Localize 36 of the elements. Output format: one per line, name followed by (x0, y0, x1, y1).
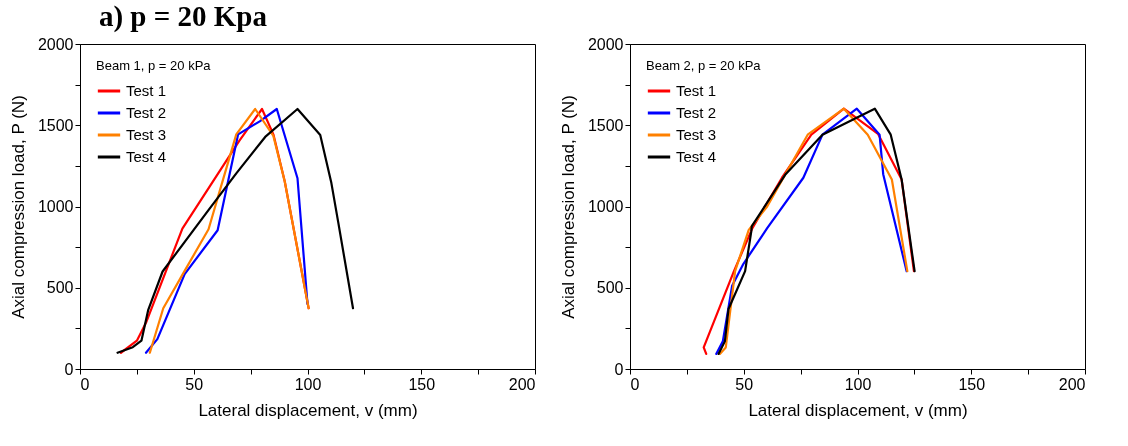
legend-label: Test 2 (676, 104, 717, 121)
x-tick-label: 0 (630, 375, 640, 393)
legend-title: Beam 1, p = 20 kPa (96, 58, 212, 73)
x-axis-title: Lateral displacement, v (mm) (198, 400, 418, 420)
line-series (116, 107, 355, 354)
legend-label: Test 4 (126, 148, 167, 165)
x-tick-label: 0 (80, 375, 90, 393)
x-tick-label: 50 (185, 375, 204, 393)
x-axis-title: Lateral displacement, v (mm) (748, 400, 968, 420)
x-tick-label: 100 (844, 375, 872, 393)
x-tick-label: 200 (1058, 375, 1086, 393)
y-tick-label: 500 (596, 279, 624, 297)
legend-title: Beam 2, p = 20 kPa (646, 58, 762, 73)
legend-label: Test 1 (676, 82, 717, 99)
legend-label: Test 2 (126, 104, 167, 121)
y-axis-title: Axial compression load, P (N) (8, 95, 28, 319)
y-axis-title: Axial compression load, P (N) (558, 95, 578, 319)
y-tick-label: 500 (46, 279, 74, 297)
y-tick-label: 0 (64, 360, 74, 378)
legend-label: Test 3 (676, 126, 717, 143)
x-tick-label: 150 (958, 375, 986, 393)
y-tick-label: 1500 (37, 116, 74, 134)
x-tick-label: 200 (508, 375, 536, 393)
legend-label: Test 4 (676, 148, 717, 165)
x-tick-label: 100 (294, 375, 322, 393)
y-tick-label: 1500 (587, 116, 624, 134)
chart-title: a) p = 20 Kpa (98, 0, 268, 33)
x-tick-label: 150 (408, 375, 436, 393)
y-tick-label: 2000 (37, 35, 74, 53)
y-tick-label: 0 (614, 360, 624, 378)
legend-label: Test 1 (126, 82, 167, 99)
x-tick-label: 50 (735, 375, 754, 393)
legend-label: Test 3 (126, 126, 167, 143)
y-tick-label: 2000 (587, 35, 624, 53)
y-tick-label: 1000 (37, 198, 74, 215)
y-tick-label: 1000 (587, 198, 624, 215)
